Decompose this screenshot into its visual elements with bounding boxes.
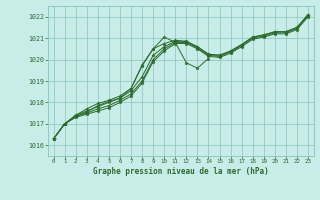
X-axis label: Graphe pression niveau de la mer (hPa): Graphe pression niveau de la mer (hPa): [93, 167, 269, 176]
